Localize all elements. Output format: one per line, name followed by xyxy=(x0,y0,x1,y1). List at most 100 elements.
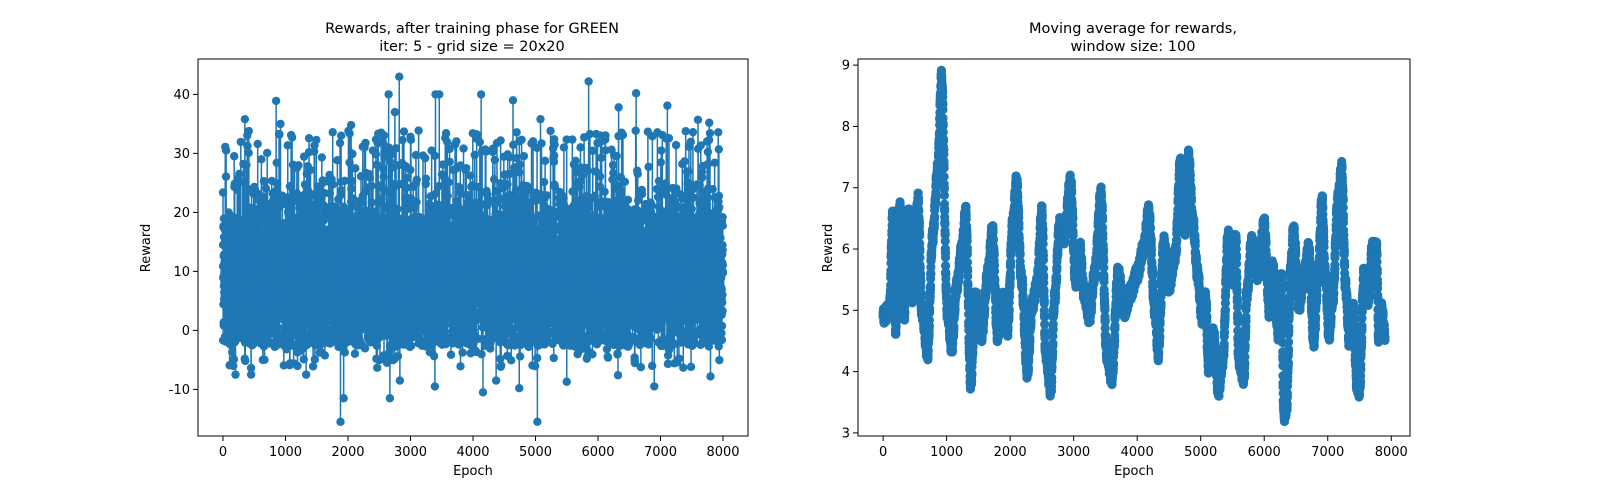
rewards-point xyxy=(221,172,231,181)
rewards-panel: Rewards, after training phase for GREEN … xyxy=(139,21,749,479)
rewards-point xyxy=(395,376,405,385)
rewards-point xyxy=(236,137,246,147)
rewards-point xyxy=(393,352,403,361)
rewards-point xyxy=(378,164,388,174)
rewards-point xyxy=(244,148,253,158)
rewards-point xyxy=(373,363,382,372)
rewards-point xyxy=(346,120,356,130)
rewards-point xyxy=(398,135,407,145)
rewards-point xyxy=(421,153,430,163)
rewards-point xyxy=(395,72,404,81)
rewards-point xyxy=(430,151,440,160)
rewards-point xyxy=(379,172,388,181)
rewards-point xyxy=(462,163,471,173)
rewards-point xyxy=(348,194,358,203)
rewards-point xyxy=(515,168,524,177)
rewards-plot-area xyxy=(218,72,728,427)
rewards-point xyxy=(443,191,452,201)
rewards-point xyxy=(253,139,262,149)
rewards-point xyxy=(229,152,239,161)
rewards-point xyxy=(240,114,250,124)
rewards-point xyxy=(406,135,416,145)
rewards-point xyxy=(227,347,237,357)
rewards-point xyxy=(221,146,231,155)
rewards-point xyxy=(262,148,272,158)
rewards-point xyxy=(515,384,524,393)
rewards-point xyxy=(371,150,381,159)
rewards-point xyxy=(386,197,396,206)
rewards-point xyxy=(241,356,250,366)
rewards-point xyxy=(306,165,315,175)
rewards-point xyxy=(367,198,377,207)
rewards-point xyxy=(272,158,281,167)
rewards-point xyxy=(478,388,488,397)
rewards-point xyxy=(308,362,318,371)
rewards-point xyxy=(385,394,395,403)
rewards-point xyxy=(347,184,356,193)
rewards-point xyxy=(429,351,439,361)
rewards-point xyxy=(261,184,271,193)
rewards-point xyxy=(328,128,337,137)
rewards-point xyxy=(391,144,401,153)
rewards-point xyxy=(335,138,345,148)
rewards-point xyxy=(507,356,516,365)
rewards-point xyxy=(351,164,360,173)
rewards-point xyxy=(275,130,284,139)
rewards-point xyxy=(406,165,415,175)
rewards-point xyxy=(390,107,400,117)
rewards-point xyxy=(372,341,382,350)
rewards-point xyxy=(287,204,296,213)
rewards-point xyxy=(421,174,431,183)
rewards-point xyxy=(384,90,393,99)
rewards-point xyxy=(464,191,473,200)
rewards-point xyxy=(304,134,314,143)
rewards-point xyxy=(325,189,335,198)
rewards-series-markers xyxy=(218,72,728,427)
rewards-point xyxy=(444,178,453,187)
rewards-point xyxy=(446,350,456,359)
rewards-point xyxy=(235,169,244,178)
rewards-point xyxy=(496,361,506,370)
rewards-point xyxy=(218,188,228,197)
rewards-point xyxy=(414,126,423,135)
rewards-point xyxy=(519,151,529,161)
rewards-point xyxy=(244,126,254,136)
rewards-point xyxy=(260,355,269,365)
rewards-point xyxy=(310,355,320,364)
rewards-point xyxy=(336,131,346,140)
rewards-point xyxy=(456,362,465,371)
rewards-point xyxy=(477,350,486,359)
rewards-point xyxy=(333,156,342,165)
rewards-point xyxy=(466,171,475,180)
rewards-point xyxy=(328,180,338,189)
rewards-point xyxy=(350,349,360,358)
rewards-point xyxy=(229,355,239,364)
rewards-point xyxy=(312,135,321,145)
rewards-point xyxy=(340,176,349,185)
rewards-point xyxy=(399,127,409,136)
rewards-point xyxy=(361,138,370,148)
rewards-point xyxy=(340,348,350,357)
rewards-point xyxy=(434,181,444,191)
rewards-point xyxy=(431,189,441,198)
rewards-point xyxy=(339,394,348,403)
rewards-point xyxy=(232,185,242,194)
rewards-point xyxy=(496,136,505,145)
rewards-point xyxy=(476,90,486,99)
rewards-point xyxy=(445,157,454,167)
rewards-point xyxy=(301,370,311,379)
rewards-point xyxy=(283,141,292,150)
rewards-point xyxy=(412,175,421,184)
rewards-point xyxy=(238,177,248,186)
rewards-point xyxy=(317,153,327,162)
rewards-point xyxy=(503,180,512,189)
rewards-point xyxy=(367,181,376,191)
rewards-point xyxy=(515,352,525,361)
rewards-point xyxy=(243,141,252,151)
rewards-point xyxy=(336,417,345,427)
rewards-point xyxy=(337,186,346,195)
rewards-point xyxy=(276,119,285,129)
rewards-point xyxy=(379,131,389,140)
rewards-point xyxy=(320,351,330,360)
